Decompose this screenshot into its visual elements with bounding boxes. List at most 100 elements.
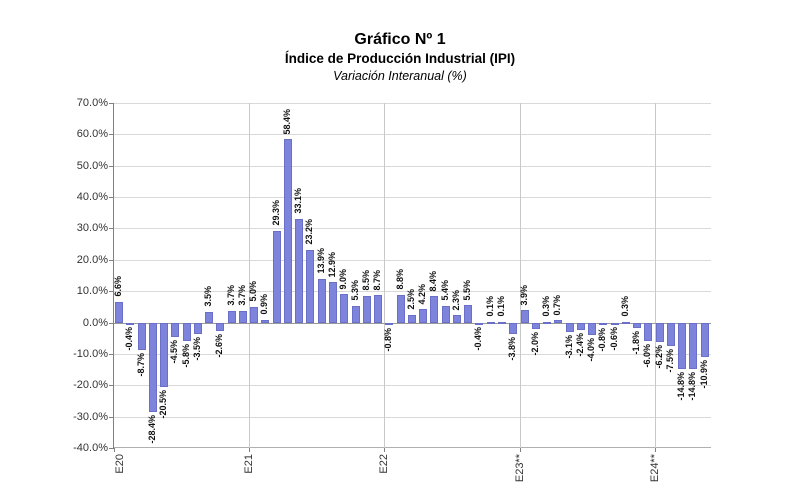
y-tick — [109, 385, 114, 387]
bar-value-label-text: 0.3% — [541, 296, 551, 317]
bar — [194, 322, 202, 334]
bar — [453, 315, 461, 323]
bar-value-label-text: 3.5% — [203, 286, 213, 307]
bar-value-label: 0.1% — [496, 296, 506, 319]
x-axis-label-text: E20 — [114, 454, 126, 474]
y-tick — [109, 448, 114, 449]
gridline-h — [114, 228, 711, 230]
bar-value-label-text: 0.1% — [496, 296, 506, 317]
bar-value-label: -6.0% — [642, 344, 652, 370]
bar — [667, 322, 675, 347]
bar-value-label: 0.7% — [552, 294, 562, 318]
gridline-h — [114, 385, 711, 387]
bar-value-label-text: -6.0% — [642, 344, 652, 368]
y-axis-label: 70.0% — [76, 97, 108, 109]
bar-value-label: 33.1% — [293, 188, 303, 216]
bar — [442, 305, 450, 323]
y-axis-label: 0.0% — [82, 316, 108, 329]
bar-value-label: 5.0% — [248, 281, 258, 304]
bar-value-label: 4.2% — [417, 284, 427, 307]
chart-header: Gráfico Nº 1 Índice de Producción Indust… — [0, 30, 800, 84]
bar-value-label-text: -4.0% — [586, 338, 596, 362]
bar — [295, 218, 303, 323]
x-axis-label: E20 — [114, 454, 126, 477]
bar — [284, 139, 292, 323]
bar-value-label-text: -28.4% — [147, 414, 157, 444]
bar — [126, 322, 134, 325]
bar-value-label: -10.9% — [699, 360, 709, 391]
y-axis-label: -20.0% — [73, 379, 108, 392]
bar-value-label-text: -14.8% — [687, 371, 697, 401]
bar — [633, 322, 641, 329]
bar-value-label-text: 5.3% — [350, 280, 360, 301]
y-axis-label: 60.0% — [76, 128, 108, 141]
bar — [644, 322, 652, 342]
bar — [419, 309, 427, 323]
x-tick — [520, 448, 521, 452]
bar-value-label-text: -3.5% — [192, 336, 202, 361]
y-tick — [109, 416, 114, 418]
gridline-h — [114, 134, 711, 136]
chart-subtitle: Índice de Producción Industrial (IPI) — [284, 51, 516, 66]
axis-bottom — [114, 447, 711, 448]
bar-value-label-text: -7.5% — [665, 349, 675, 373]
x-axis-label-text: E23** — [514, 454, 526, 483]
bar — [611, 322, 619, 325]
y-axis-label: -40.0% — [73, 442, 108, 454]
bar-value-label-text: -14.8% — [676, 371, 686, 401]
gridline-h — [114, 416, 711, 418]
bar — [329, 282, 337, 323]
bar-value-label: -0.4% — [124, 327, 134, 353]
x-axis-label-text: E22 — [378, 454, 390, 474]
y-axis-label: 30.0% — [76, 222, 108, 235]
x-axis-label: E22 — [378, 454, 390, 477]
bar — [261, 319, 269, 323]
bar-value-label: 0.3% — [541, 296, 551, 319]
bar-value-label: -1.8% — [631, 331, 641, 357]
bar-value-label: -5.8% — [181, 343, 191, 370]
bar — [205, 311, 213, 323]
bar — [318, 278, 326, 323]
y-tick — [109, 103, 114, 104]
y-tick — [109, 291, 114, 293]
bar-value-label: 23.2% — [304, 219, 314, 247]
x-axis-label-text: E24** — [649, 454, 661, 483]
bar-value-label-text: -5.8% — [181, 343, 191, 368]
bar-value-label: 58.4% — [282, 109, 292, 137]
bar — [678, 322, 686, 369]
bar-value-label: -3.8% — [507, 337, 517, 363]
bar — [408, 314, 416, 323]
bar-value-label: 5.3% — [350, 280, 360, 303]
bar-value-label: 3.5% — [203, 286, 213, 309]
bar-value-label-text: -2.4% — [575, 333, 585, 357]
bar-value-label-text: 9.0% — [338, 268, 348, 290]
gridline-h — [114, 165, 711, 167]
bar — [115, 301, 123, 323]
bar-value-label-text: 29.3% — [271, 200, 281, 226]
x-tick — [384, 448, 385, 452]
bar — [475, 322, 483, 325]
bar-value-label: -0.8% — [383, 328, 393, 354]
bar — [656, 322, 664, 342]
bar-value-label: 3.7% — [226, 285, 236, 308]
bar-value-label-text: 33.1% — [293, 188, 303, 214]
gridline-h — [114, 103, 711, 104]
bar-value-label: -4.5% — [169, 340, 179, 366]
y-tick — [109, 259, 114, 261]
x-tick — [114, 448, 115, 452]
gridline-v — [520, 103, 521, 448]
bar-value-label-text: 0.7% — [552, 294, 562, 316]
bar — [273, 230, 281, 323]
bar-value-label-text: 23.2% — [304, 219, 314, 245]
bar — [588, 322, 596, 336]
bar-value-label: -2.6% — [214, 334, 224, 360]
bar — [521, 310, 529, 323]
bar-value-label-text: -0.8% — [383, 328, 393, 352]
bar — [363, 295, 371, 323]
bar-value-label: -8.7% — [136, 353, 146, 379]
bar-value-label-text: 8.4% — [428, 270, 438, 292]
x-axis-label: E24** — [649, 454, 661, 485]
bar — [554, 320, 562, 323]
bar — [374, 295, 382, 323]
y-tick — [109, 353, 114, 355]
